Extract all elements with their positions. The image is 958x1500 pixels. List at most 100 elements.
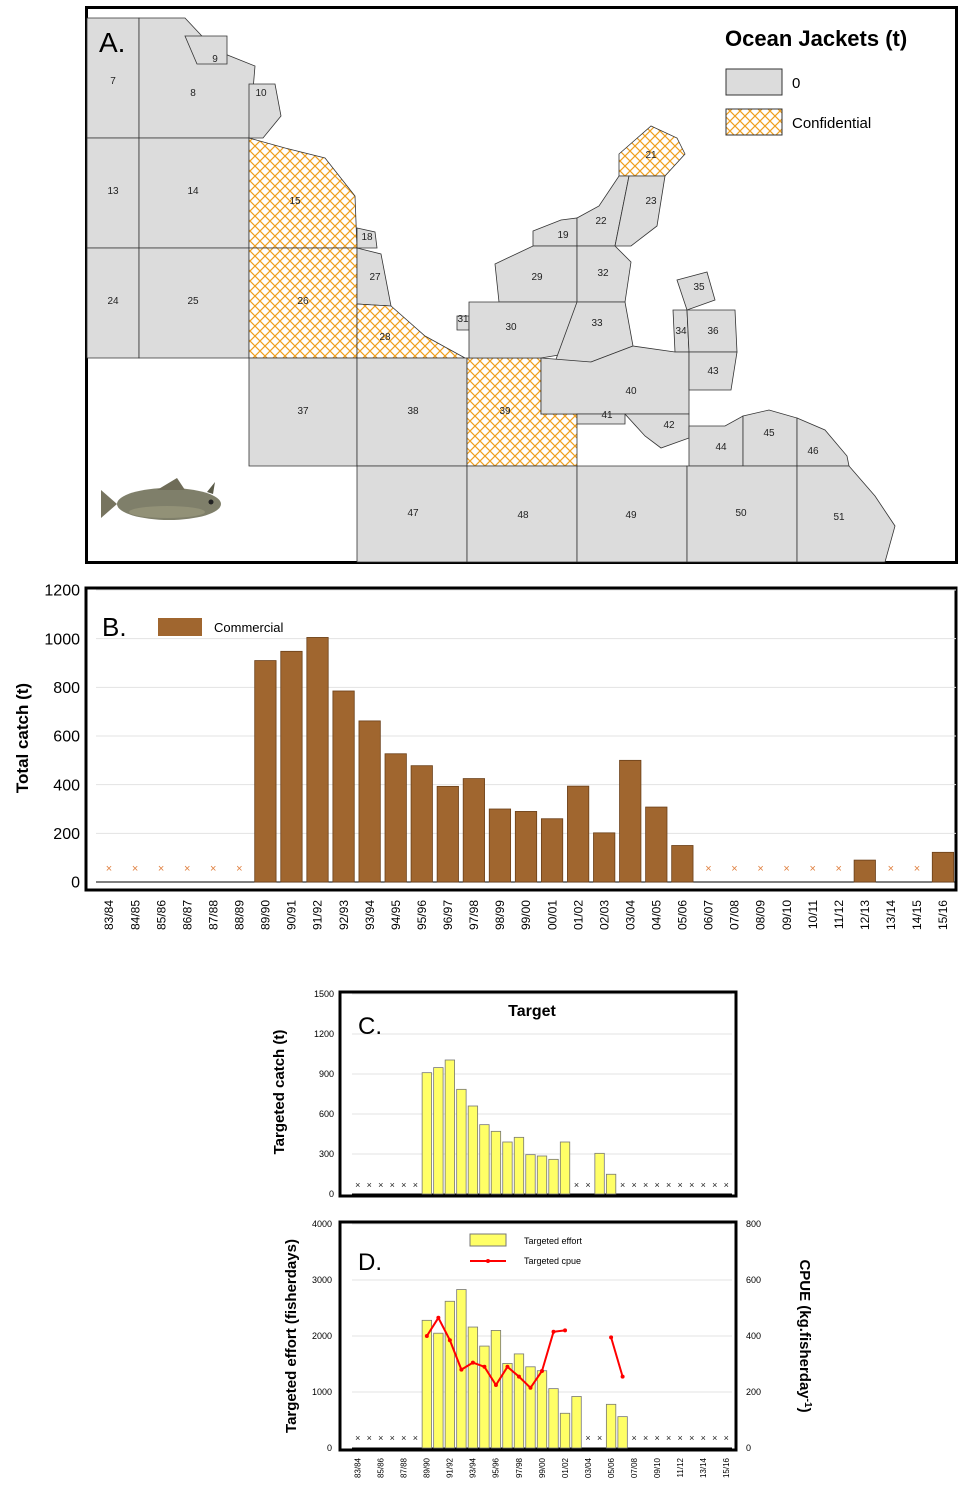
zero-marker: × xyxy=(413,1180,418,1190)
zone-label-47: 47 xyxy=(407,508,419,519)
zone-label-10: 10 xyxy=(255,88,267,99)
y-tick-label: 1500 xyxy=(314,989,334,999)
panel-label: D. xyxy=(358,1249,382,1276)
cpue-point xyxy=(516,1374,521,1379)
cpue-point xyxy=(609,1335,614,1340)
zero-marker: × xyxy=(184,863,190,875)
zero-marker: × xyxy=(701,1180,706,1190)
zero-marker: × xyxy=(585,1180,590,1190)
zero-marker: × xyxy=(689,1433,694,1443)
bar-05-06 xyxy=(671,845,694,883)
x-tick-label: 85/86 xyxy=(377,1457,386,1478)
y-axis-label: Targeted effort (fisherdays) xyxy=(283,1239,300,1433)
x-tick-label: 13/14 xyxy=(699,1457,708,1478)
zero-marker: × xyxy=(620,1180,625,1190)
bar-01-02 xyxy=(559,1141,571,1195)
zero-marker: × xyxy=(413,1433,418,1443)
zero-marker: × xyxy=(597,1433,602,1443)
cpue-point xyxy=(540,1369,544,1373)
x-tick-label: 84/85 xyxy=(128,900,142,930)
bar-89-90 xyxy=(254,660,277,883)
zero-marker: × xyxy=(643,1433,648,1443)
x-tick-label: 83/84 xyxy=(102,900,116,930)
bar-94-95 xyxy=(479,1345,490,1449)
zero-marker: × xyxy=(757,863,763,875)
zone-23 xyxy=(614,175,666,247)
x-tick-label: 00/01 xyxy=(545,900,559,930)
x-tick-label: 93/94 xyxy=(363,900,377,930)
zone-label-15: 15 xyxy=(289,196,301,207)
x-tick-label: 03/04 xyxy=(623,900,637,930)
zone-label-33: 33 xyxy=(591,318,603,329)
map-title: Ocean Jackets (t) xyxy=(725,26,907,51)
zone-18 xyxy=(356,227,378,249)
bar-02-03 xyxy=(593,832,616,883)
x-tick-label: 91/92 xyxy=(446,1457,455,1478)
zero-marker: × xyxy=(367,1433,372,1443)
zero-marker: × xyxy=(378,1180,383,1190)
zero-marker: × xyxy=(210,863,216,875)
cpue-point xyxy=(424,1334,429,1338)
x-tick-label: 13/14 xyxy=(884,900,898,930)
x-tick-label: 96/97 xyxy=(441,900,455,930)
bar-99-00 xyxy=(536,1155,548,1195)
bar-95-96 xyxy=(490,1130,502,1195)
bar-00-01 xyxy=(548,1158,559,1195)
zone-label-48: 48 xyxy=(517,510,529,521)
zone-label-32: 32 xyxy=(597,268,609,279)
bar-01-02 xyxy=(559,1412,571,1449)
bar-00-01 xyxy=(540,818,564,883)
x-tick-label: 11/12 xyxy=(676,1457,685,1477)
x-tick-label: 85/86 xyxy=(154,900,168,930)
panel-label: C. xyxy=(358,1013,382,1040)
zone-10 xyxy=(248,83,282,139)
x-tick-label: 87/88 xyxy=(400,1457,409,1478)
zone-35 xyxy=(676,271,716,311)
map-panel: 7 8 9 10 13 14 15 18 24 25 26 27 28 31 37 38 39 47 48 19 21 2… xyxy=(85,6,958,564)
zone-label-50: 50 xyxy=(735,508,747,519)
zone-label-34: 34 xyxy=(675,326,687,337)
zone-label-8: 8 xyxy=(190,88,196,99)
zero-marker: × xyxy=(106,863,112,875)
zero-marker: × xyxy=(158,863,164,875)
bar-98-99 xyxy=(525,1366,536,1449)
zero-marker: × xyxy=(401,1433,406,1443)
bar-04-05 xyxy=(645,806,668,883)
x-tick-label: 05/06 xyxy=(676,900,690,930)
y-tick-label: 1000 xyxy=(44,631,80,648)
chart-c-panel: 0 300 600 900 1200 1500 × × × × × × × × × × × × × × × × × × C. Ta… xyxy=(260,984,760,1204)
zone-41 xyxy=(576,413,626,425)
zone-label-22: 22 xyxy=(595,216,607,227)
zero-marker: × xyxy=(367,1180,372,1190)
bar-05-06 xyxy=(605,1403,617,1449)
zero-marker: × xyxy=(666,1180,671,1190)
bar-93-94 xyxy=(358,720,381,883)
cpue-point xyxy=(459,1367,464,1372)
zone-9 xyxy=(184,35,228,65)
zero-marker: × xyxy=(378,1433,383,1443)
zone-label-26: 26 xyxy=(297,296,309,307)
zero-marker: × xyxy=(678,1180,683,1190)
zone-label-41: 41 xyxy=(601,410,613,421)
zone-label-40: 40 xyxy=(625,386,637,397)
x-tick-label: 04/05 xyxy=(650,900,664,930)
y-tick-label: 2000 xyxy=(312,1331,332,1341)
x-tick-label: 99/00 xyxy=(519,900,533,930)
bar-98-99 xyxy=(525,1154,536,1195)
y-axis-label: Total catch (t) xyxy=(13,683,32,793)
zone-label-45: 45 xyxy=(763,428,775,439)
zero-marker: × xyxy=(655,1433,660,1443)
x-tick-label: 01/02 xyxy=(571,900,585,930)
zero-marker: × xyxy=(724,1433,729,1443)
bar-99-00 xyxy=(536,1370,548,1449)
zero-marker: × xyxy=(731,863,737,875)
zone-label-30: 30 xyxy=(505,322,517,333)
legend-label-cpue: Targeted cpue xyxy=(524,1256,581,1266)
bar-04-05 xyxy=(594,1152,605,1195)
x-tick-label: 98/99 xyxy=(493,900,507,930)
zero-marker: × xyxy=(643,1180,648,1190)
x-tick-label: 87/88 xyxy=(206,900,220,930)
y-tick-label: 300 xyxy=(319,1149,334,1159)
x-tick-label: 06/07 xyxy=(702,900,716,930)
